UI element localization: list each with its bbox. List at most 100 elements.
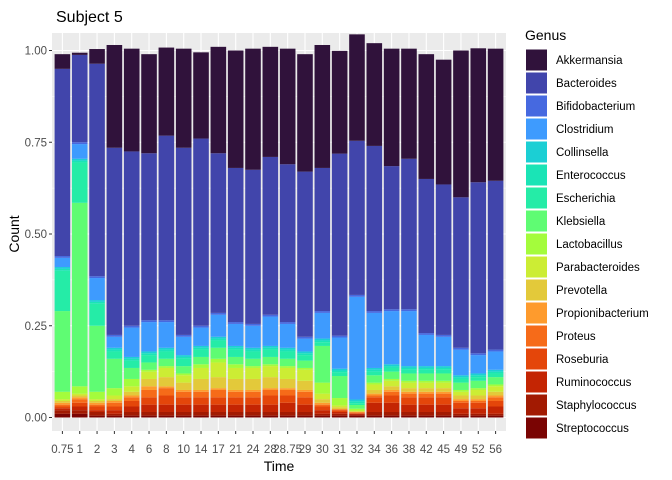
- bar-segment: [106, 410, 123, 414]
- chart-title: Subject 5: [56, 9, 123, 26]
- bar-segment: [262, 366, 279, 378]
- bar-segment: [158, 322, 175, 348]
- bar-segment: [331, 153, 348, 336]
- bar-segment: [331, 368, 348, 371]
- bar-segment: [210, 397, 227, 405]
- bar-segment: [401, 391, 417, 394]
- bar-segment: [227, 364, 244, 368]
- bar-segment: [297, 397, 313, 405]
- bar-segment: [141, 362, 157, 370]
- bar-segment: [106, 406, 123, 411]
- bar-segment: [141, 353, 157, 356]
- bar-segment: [279, 351, 296, 359]
- legend-swatch: [526, 417, 547, 439]
- bar-segment: [262, 349, 279, 357]
- bar-segment: [349, 34, 365, 141]
- bar-segment: [227, 322, 244, 324]
- y-tick-label: 0.00: [25, 413, 47, 425]
- bar-segment: [366, 382, 383, 385]
- bar-segment: [401, 380, 417, 383]
- bar-segment: [453, 347, 469, 350]
- bar-segment: [366, 384, 383, 390]
- bar-segment: [487, 397, 504, 401]
- bar-segment: [89, 400, 105, 403]
- bar-segment: [262, 389, 279, 396]
- bar-segment: [279, 402, 296, 412]
- bar-segment: [245, 411, 261, 416]
- bar-segment: [158, 388, 175, 396]
- bar-segment: [453, 375, 469, 378]
- bar-segment: [487, 391, 504, 396]
- bar-segment: [123, 415, 140, 418]
- bar-segment: [210, 411, 227, 416]
- bar-segment: [106, 147, 123, 335]
- bar-segment: [435, 393, 452, 398]
- bar-segment: [487, 413, 504, 416]
- bar-segment: [487, 395, 504, 398]
- legend-label: Roseburia: [556, 354, 609, 366]
- bar-segment: [383, 411, 400, 416]
- bar-segment: [262, 395, 279, 405]
- bar-segment: [158, 415, 175, 418]
- bar-segment: [383, 366, 400, 368]
- bar-segment: [314, 402, 331, 405]
- bar-segment: [383, 380, 400, 387]
- bar-segment: [262, 46, 279, 157]
- bar-segment: [401, 48, 417, 159]
- bar-segment: [158, 395, 175, 405]
- bar-segment: [193, 411, 209, 416]
- bar-segment: [210, 358, 227, 363]
- bar-segment: [279, 366, 296, 368]
- bar-segment: [141, 322, 157, 352]
- bar-segment: [297, 336, 313, 339]
- bar-segment: [401, 415, 417, 418]
- bar-segment: [89, 278, 105, 301]
- bar-segment: [175, 48, 192, 148]
- bar-segment: [435, 369, 452, 374]
- bar-segment: [349, 405, 365, 409]
- bar-segment: [349, 403, 365, 406]
- bar-segment: [314, 393, 331, 400]
- bar-segment: [453, 413, 469, 416]
- bar-segment: [175, 415, 192, 418]
- bar-segment: [314, 342, 331, 346]
- bar-segment: [470, 380, 487, 389]
- bar-segment: [262, 156, 279, 315]
- bar-segment: [435, 184, 452, 335]
- bar-segment: [123, 48, 140, 152]
- bar-segment: [331, 376, 348, 399]
- legend-label: Staphylococcus: [556, 400, 637, 412]
- bar-segment: [297, 171, 313, 337]
- bar-segment: [227, 50, 244, 168]
- bar-segment: [210, 314, 227, 337]
- bar-segment: [487, 415, 504, 418]
- legend-label: Prevotella: [556, 285, 608, 297]
- bar-segment: [175, 355, 192, 357]
- bar-segment: [54, 408, 71, 411]
- bar-segment: [487, 384, 504, 387]
- bar-segment: [71, 202, 88, 387]
- bar-segment: [106, 351, 123, 359]
- x-tick-label: 6: [146, 444, 152, 456]
- bar-segment: [175, 358, 192, 367]
- bar-segment: [158, 320, 175, 323]
- bar-segment: [89, 63, 105, 277]
- bar-segment: [279, 48, 296, 165]
- x-tick-label: 52: [472, 444, 485, 456]
- bar-segment: [366, 395, 383, 398]
- bar-segment: [210, 415, 227, 418]
- x-tick-label: 2: [94, 444, 100, 456]
- bar-segment: [158, 347, 175, 350]
- bar-segment: [331, 407, 348, 410]
- bar-segment: [349, 414, 365, 416]
- bar-segment: [175, 411, 192, 416]
- bar-segment: [141, 355, 157, 363]
- bars: [54, 34, 504, 418]
- bar-segment: [106, 402, 123, 407]
- bar-segment: [383, 311, 400, 365]
- bar-segment: [331, 335, 348, 338]
- bar-segment: [193, 138, 209, 326]
- legend-swatch: [526, 164, 547, 186]
- bar-segment: [210, 404, 227, 412]
